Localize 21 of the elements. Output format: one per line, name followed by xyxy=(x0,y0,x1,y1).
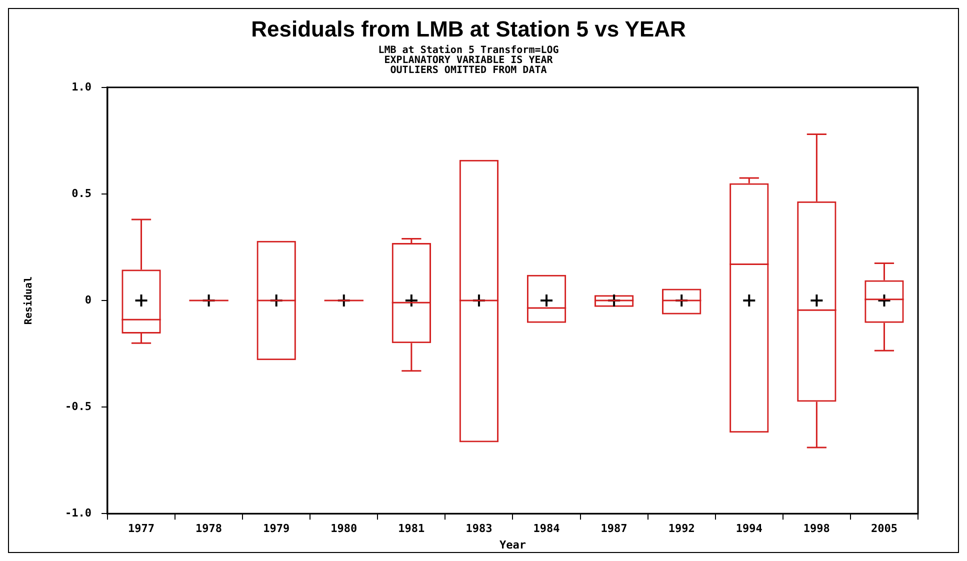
x-tick-label: 1981 xyxy=(398,522,426,536)
y-tick-label: -0.5 xyxy=(64,400,92,413)
x-tick-label: 1983 xyxy=(466,522,492,536)
x-tick-label: 1984 xyxy=(533,522,560,536)
y-tick-label: 1.0 xyxy=(72,80,92,94)
y-tick-label: 0.5 xyxy=(72,186,92,200)
x-axis-title: Year xyxy=(499,538,526,552)
x-tick-label: 1979 xyxy=(263,522,290,536)
x-tick-label: 1998 xyxy=(803,522,830,536)
x-tick-label: 1987 xyxy=(600,522,628,536)
x-tick-label: 2005 xyxy=(870,522,898,536)
x-tick-label: 1992 xyxy=(668,522,695,536)
x-tick-label: 1977 xyxy=(128,522,155,536)
chart-title: Residuals from LMB at Station 5 vs YEAR xyxy=(251,16,686,42)
x-tick-label: 1978 xyxy=(196,522,222,536)
y-tick-label: 0 xyxy=(84,293,92,306)
y-tick-label: -1.0 xyxy=(64,506,92,520)
y-axis-title: Residual xyxy=(22,276,35,325)
chart-subtitle: LMB at Station 5 Transform=LOG EXPLANATORY VARIABLE IS YEAR OUTLIERS OMITTED FROM DATA xyxy=(378,44,559,76)
x-tick-label: 1980 xyxy=(330,522,358,536)
x-tick-label: 1994 xyxy=(736,522,763,536)
